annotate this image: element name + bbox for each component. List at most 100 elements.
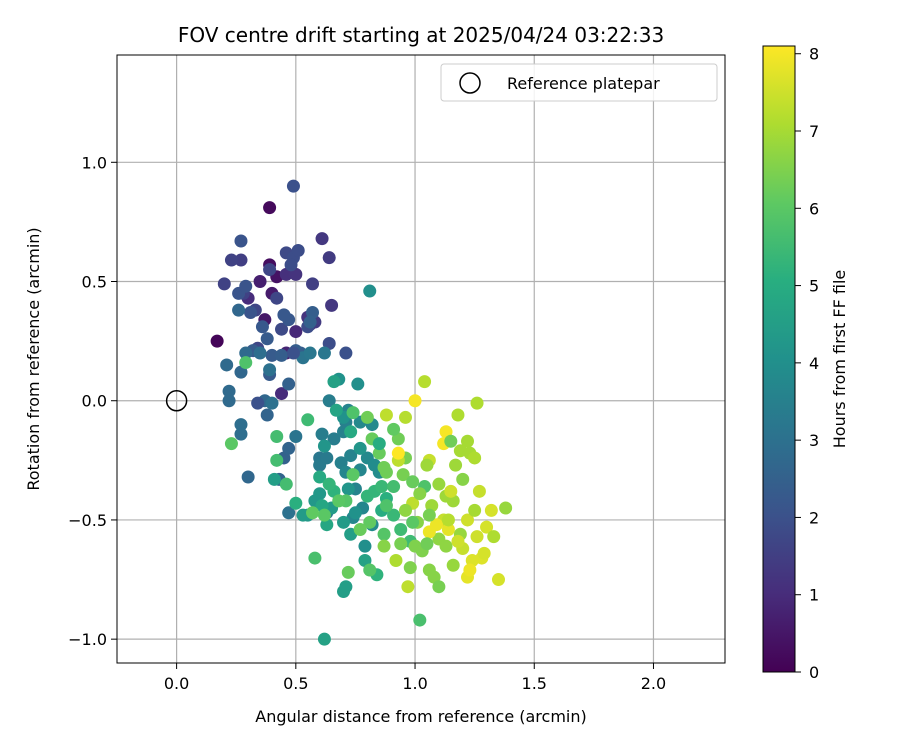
data-point	[282, 441, 296, 455]
data-point	[468, 451, 482, 465]
data-point	[270, 291, 284, 305]
data-point	[277, 308, 291, 322]
data-point	[379, 499, 393, 513]
data-point	[303, 346, 317, 360]
data-point	[308, 551, 322, 565]
colorbar-tick-label: 6	[809, 199, 819, 218]
data-point	[375, 480, 389, 494]
data-point	[267, 472, 281, 486]
data-point	[432, 580, 446, 594]
data-point	[320, 451, 334, 465]
y-tick-label: −0.5	[68, 511, 107, 530]
data-point	[263, 201, 277, 215]
colorbar-tick-label: 7	[809, 122, 819, 141]
data-point	[263, 263, 277, 277]
y-tick-label: −1.0	[68, 630, 107, 649]
colorbar-ticks: 0 1 2 3 4 5 6 7 8	[795, 45, 819, 682]
data-point	[275, 387, 289, 401]
data-point	[224, 437, 238, 451]
data-point	[239, 356, 253, 370]
data-point	[499, 501, 513, 515]
data-point	[477, 546, 491, 560]
data-point	[460, 434, 474, 448]
data-point	[265, 348, 279, 362]
data-point	[406, 475, 420, 489]
data-point	[282, 377, 296, 391]
data-point	[396, 468, 410, 482]
legend: Reference platepar	[440, 63, 718, 102]
data-point	[468, 503, 482, 517]
data-point	[451, 408, 465, 422]
colorbar-tick-label: 1	[809, 586, 819, 605]
data-point	[441, 513, 455, 527]
data-point	[413, 487, 427, 501]
data-point	[339, 580, 353, 594]
data-point	[329, 403, 343, 417]
data-point	[406, 515, 420, 529]
data-point	[422, 525, 436, 539]
data-point	[387, 508, 401, 522]
data-point	[491, 573, 505, 587]
data-point	[372, 437, 386, 451]
data-point	[322, 394, 336, 408]
colorbar-tick-label: 5	[809, 277, 819, 296]
data-point	[399, 410, 413, 424]
data-point	[234, 418, 248, 432]
data-point	[275, 322, 289, 336]
x-axis-ticks: 0.0 0.5 1.0 1.5 2.0	[164, 663, 666, 693]
data-point	[346, 406, 360, 420]
data-point	[444, 484, 458, 498]
data-point	[463, 563, 477, 577]
x-tick-label: 1.0	[402, 674, 427, 693]
data-point	[337, 515, 351, 529]
data-point	[472, 484, 486, 498]
data-point	[451, 534, 465, 548]
data-point	[344, 425, 358, 439]
data-point	[217, 277, 231, 291]
data-point	[449, 458, 463, 472]
data-point	[234, 427, 248, 441]
data-points	[210, 179, 513, 646]
data-point	[420, 537, 434, 551]
data-point	[444, 434, 458, 448]
data-point	[317, 346, 331, 360]
data-point	[306, 506, 320, 520]
data-point	[470, 396, 484, 410]
y-axis-ticks: −1.0 −0.5 0.0 0.5 1.0	[68, 153, 117, 649]
data-point	[363, 515, 377, 529]
data-point	[289, 325, 303, 339]
data-point	[332, 494, 346, 508]
data-point	[420, 458, 434, 472]
x-tick-label: 0.5	[283, 674, 308, 693]
data-point	[270, 453, 284, 467]
reference-platepar-marker	[165, 389, 188, 412]
data-point	[484, 503, 498, 517]
x-axis-label: Angular distance from reference (arcmin)	[255, 707, 586, 726]
data-point	[456, 472, 470, 486]
data-point	[222, 394, 236, 408]
data-point	[239, 346, 253, 360]
data-point	[220, 358, 234, 372]
data-point	[480, 520, 494, 534]
data-point	[306, 277, 320, 291]
x-tick-label: 0.0	[164, 674, 189, 693]
data-point	[317, 508, 331, 522]
data-point	[327, 432, 341, 446]
data-point	[322, 251, 336, 265]
data-point	[232, 303, 246, 317]
data-point	[241, 470, 255, 484]
data-point	[389, 553, 403, 567]
data-point	[422, 508, 436, 522]
data-point	[487, 530, 501, 544]
data-point	[289, 429, 303, 443]
data-point	[234, 234, 248, 248]
colorbar	[762, 45, 796, 673]
data-point	[289, 496, 303, 510]
data-point	[317, 632, 331, 646]
data-point	[260, 408, 274, 422]
data-point	[446, 558, 460, 572]
data-point	[327, 375, 341, 389]
data-point	[303, 315, 317, 329]
data-point	[301, 413, 315, 427]
data-point	[432, 477, 446, 491]
